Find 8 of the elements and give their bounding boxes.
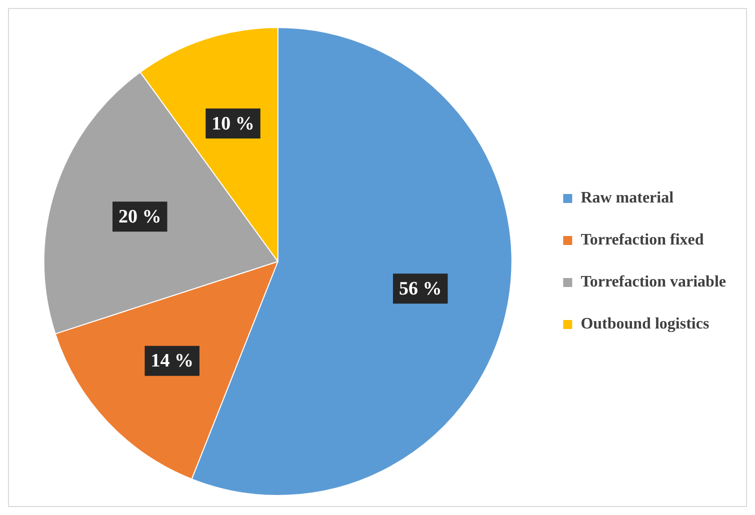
data-label: 10 %: [212, 113, 254, 134]
legend-label: Torrefaction variable: [580, 274, 726, 291]
data-label: 14 %: [150, 350, 194, 372]
legend-label: Outbound logistics: [580, 316, 710, 333]
legend-label: Torrefaction fixed: [580, 232, 704, 249]
data-label: 20 %: [118, 206, 162, 228]
legend-label: Raw material: [580, 190, 674, 207]
data-label: 56 %: [398, 278, 442, 300]
